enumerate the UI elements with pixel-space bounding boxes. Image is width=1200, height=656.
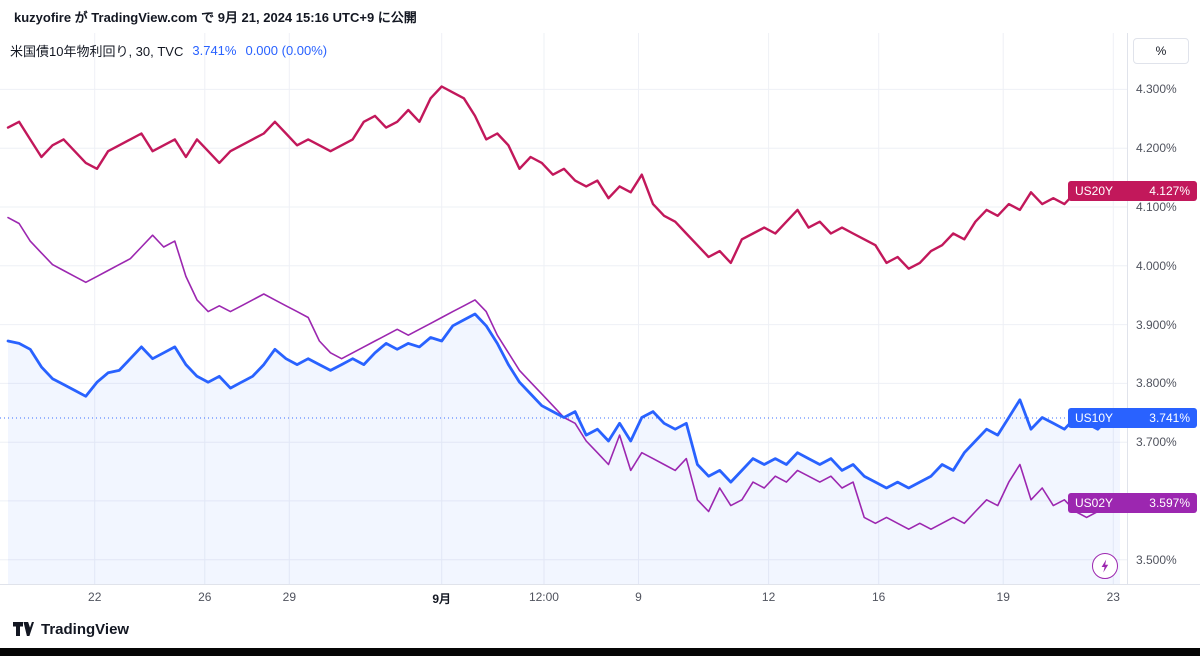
time-axis-tick: 29 (282, 590, 297, 604)
price-axis-tick: 3.900% (1136, 317, 1177, 332)
time-axis-tick: 19 (996, 590, 1010, 604)
time-axis-tick: 23 (1106, 590, 1120, 604)
series-line-us20y[interactable] (6, 85, 1122, 270)
publication-attribution: kuzyofire が TradingView.com で 9月 21, 202… (14, 10, 417, 25)
publication-header: kuzyofire が TradingView.com で 9月 21, 202… (0, 0, 1200, 33)
time-axis-tick: 22 (88, 590, 102, 604)
price-badge-us20y: US20Y 4.127% (1068, 181, 1197, 202)
series-line-us10y[interactable] (6, 312, 1122, 490)
time-axis-tick: 9 (635, 590, 642, 604)
chart-canvas[interactable] (0, 33, 1128, 585)
bottom-black-bar (0, 648, 1200, 656)
chart-container: 米国債10年物利回り, 30, TVC 3.741% 0.000 (0.00%)… (0, 33, 1200, 610)
lightning-bolt-icon (1101, 559, 1109, 573)
chart-plot-area[interactable]: 米国債10年物利回り, 30, TVC 3.741% 0.000 (0.00%) (0, 33, 1128, 585)
price-axis-tick: 4.300% (1136, 82, 1177, 97)
price-axis-tick: 3.700% (1136, 435, 1177, 450)
time-axis-tick: 16 (872, 590, 886, 604)
tradingview-logo[interactable]: TradingView (13, 621, 129, 638)
series-last-value: 4.127% (1149, 184, 1190, 199)
price-axis-tick: 4.100% (1136, 200, 1177, 214)
time-axis[interactable]: 22 26 29 9月 12:00 9 12 16 19 23 (0, 584, 1200, 610)
tradingview-mark-icon (13, 622, 34, 636)
price-badge-us02y: US02Y 3.597% (1068, 492, 1197, 513)
chart-legend: 米国債10年物利回り, 30, TVC 3.741% 0.000 (0.00%) (10, 41, 327, 60)
price-change: 0.000 (0.00%) (245, 43, 328, 58)
flash-button[interactable] (1092, 553, 1118, 579)
symbol-title[interactable]: 米国債10年物利回り, 30, TVC (10, 44, 184, 59)
last-price-value: 3.741% (192, 43, 237, 58)
price-unit-label[interactable]: % (1133, 38, 1189, 64)
main-series-area-fill (8, 314, 1120, 585)
price-axis-tick: 4.200% (1136, 141, 1177, 156)
tradingview-logo-text: TradingView (41, 620, 130, 638)
time-axis-tick: 12:00 (528, 590, 559, 604)
footer-bar: TradingView (0, 610, 1200, 648)
price-axis-tick: 3.500% (1136, 552, 1177, 567)
series-last-value: 3.741% (1149, 411, 1190, 426)
price-axis-tick: 4.000% (1136, 258, 1177, 273)
time-axis-tick: 26 (198, 590, 212, 604)
series-label: US02Y (1075, 495, 1114, 510)
series-label: US10Y (1075, 411, 1114, 426)
price-badge-us10y: US10Y 3.741% (1068, 408, 1197, 429)
price-axis-tick: 3.800% (1136, 376, 1177, 391)
series-label: US20Y (1075, 184, 1114, 199)
time-axis-tick: 9月 (432, 592, 452, 606)
series-last-value: 3.597% (1149, 495, 1190, 510)
time-axis-tick: 12 (761, 590, 776, 604)
